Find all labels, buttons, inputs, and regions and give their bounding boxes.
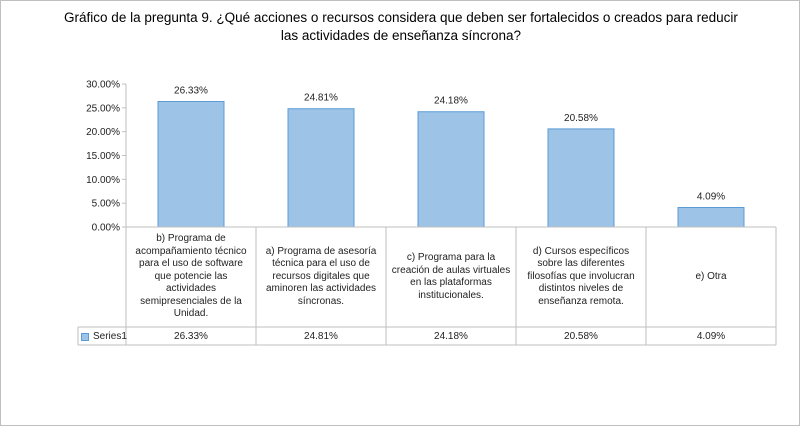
y-tick-label: 25.00%	[86, 103, 120, 114]
legend-swatch	[81, 332, 89, 341]
table-value-cell: 4.09%	[696, 330, 726, 342]
legend-label: Series1	[93, 331, 127, 342]
data-label: 20.58%	[564, 113, 598, 124]
bar	[547, 128, 615, 228]
bar	[287, 108, 355, 228]
y-tick-label: 10.00%	[86, 175, 120, 186]
bar	[417, 111, 485, 228]
data-label: 4.09%	[697, 192, 725, 203]
y-tick-label: 30.00%	[86, 80, 120, 91]
category-label: a) Programa de asesoría técnica para el …	[265, 245, 377, 307]
y-tick-label: 20.00%	[86, 127, 120, 138]
category-label: c) Programa para la creación de aulas vi…	[391, 252, 511, 301]
y-tick-label: 15.00%	[86, 151, 120, 162]
y-tick-label: 0.00%	[92, 223, 120, 234]
table-value-cell: 20.58%	[564, 330, 598, 342]
table-value-cell: 26.33%	[174, 330, 208, 342]
bar	[157, 100, 225, 228]
table-value-cell: 24.81%	[304, 330, 338, 342]
category-label: d) Cursos específicos sobre las diferent…	[527, 245, 635, 307]
category-label: e) Otra	[695, 270, 727, 282]
data-label: 26.33%	[174, 85, 208, 96]
legend-series1: Series1	[79, 328, 131, 345]
table-value-cell: 24.18%	[434, 330, 468, 342]
category-label: b) Programa de acompañamiento técnico pa…	[135, 233, 247, 320]
chart-title: Gráfico de la pregunta 9. ¿Qué acciones …	[64, 10, 738, 43]
data-label: 24.18%	[434, 96, 468, 107]
y-tick-label: 5.00%	[92, 199, 120, 210]
data-label: 24.81%	[304, 93, 338, 104]
bar	[677, 207, 745, 228]
